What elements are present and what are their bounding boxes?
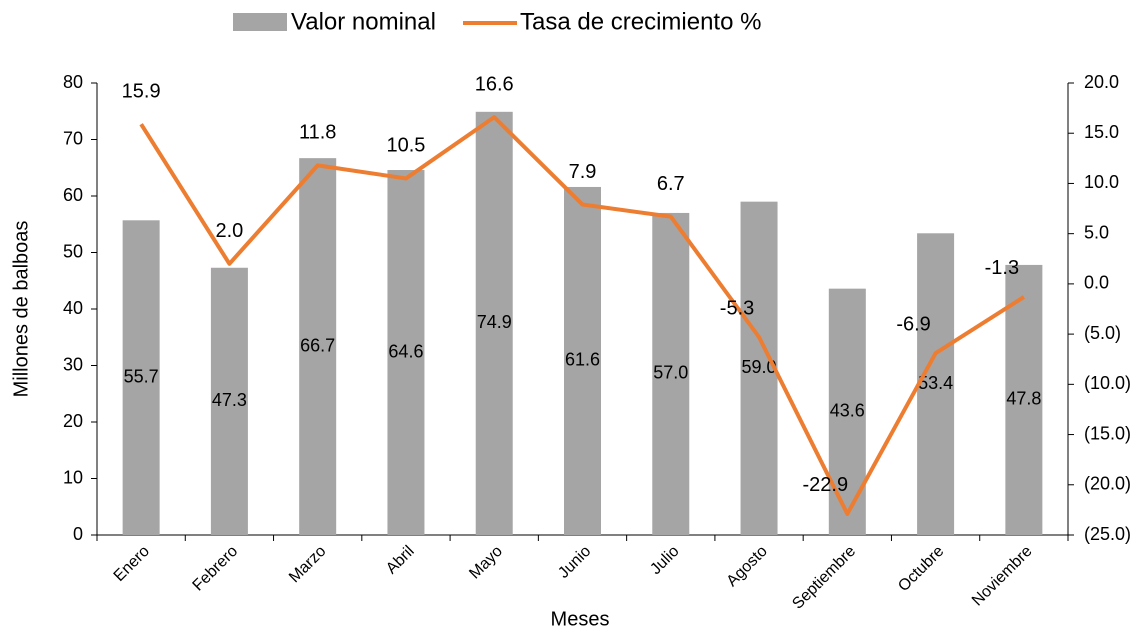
line-value-label: 11.8 [299,122,336,144]
bar-value-label: 53.4 [918,373,953,393]
bar [299,158,337,535]
bar-value-label: 57.0 [653,363,688,383]
line-value-label: -5.3 [720,297,754,319]
bar-value-label: 61.6 [565,350,600,370]
y-tick-label: 30 [63,354,83,374]
x-tick-label: Agosto [724,543,771,590]
y2-tick-label: 5.0 [1084,222,1109,242]
y2-tick-label: (5.0) [1084,323,1121,343]
line-value-label: -22.9 [803,474,849,496]
y-tick-label: 70 [63,128,83,148]
line-value-label: 15.9 [122,80,161,102]
bar-value-label: 66.7 [300,335,335,355]
y2-tick-label: (15.0) [1084,423,1131,443]
bar-value-label: 47.3 [212,390,247,410]
bar-value-label: 59.0 [742,357,777,377]
legend-label: Tasa de crecimiento % [520,8,761,35]
bar [564,186,601,535]
line-value-label: 6.7 [657,173,685,195]
y2-tick-label: (10.0) [1084,373,1131,393]
bar-value-label: 43.6 [830,401,865,421]
x-tick-label: Enero [111,543,153,585]
y-tick-label: 60 [63,185,83,205]
line-value-label: -6.9 [896,313,930,335]
y-tick-label: 80 [63,72,83,92]
y2-tick-label: (20.0) [1084,474,1131,494]
x-axis-label: Meses [551,608,610,630]
x-tick-label: Mayo [466,543,506,583]
y2-tick-label: 20.0 [1084,72,1119,92]
bar-value-label: 55.7 [124,366,159,386]
x-tick-label: Octubre [895,543,947,595]
line-value-label: 2.0 [216,220,244,242]
y2-tick-label: 0.0 [1084,273,1109,293]
bar [210,267,248,535]
y2-tick-label: 15.0 [1084,122,1119,142]
bar [387,170,425,535]
x-tick-label: Marzo [286,543,330,587]
y-tick-label: 40 [63,298,83,318]
bar [122,220,160,536]
y-tick-label: 0 [73,524,83,544]
y-tick-label: 10 [63,467,83,487]
x-tick-label: Junio [555,543,594,582]
y2-tick-label: 10.0 [1084,172,1119,192]
x-tick-label: Febrero [190,543,242,595]
bar-value-label: 74.9 [477,312,512,332]
bar [917,233,955,536]
x-tick-label: Julio [647,543,682,578]
legend-label: Valor nominal [291,8,436,35]
line-value-label: 10.5 [386,135,425,157]
line [139,115,1025,516]
bar [740,201,778,535]
y-axis-label: Millones de balboas [10,221,32,398]
x-tick-label: Abril [383,543,418,578]
line-value-label: -1.3 [985,257,1019,279]
y2-tick-label: (25.0) [1084,524,1131,544]
x-tick-label: Noviembre [969,543,1036,610]
line-value-label: 7.9 [569,161,597,183]
bar [1005,264,1043,535]
y-tick-label: 20 [63,411,83,431]
line-value-label: 16.6 [475,73,514,95]
bar [475,111,513,535]
y-tick-label: 50 [63,241,83,261]
x-tick-label: Septiembre [789,543,859,613]
bar-value-label: 64.6 [388,341,423,361]
legend-swatch [233,13,287,31]
bar [652,212,690,535]
bar-value-label: 47.8 [1006,389,1041,409]
